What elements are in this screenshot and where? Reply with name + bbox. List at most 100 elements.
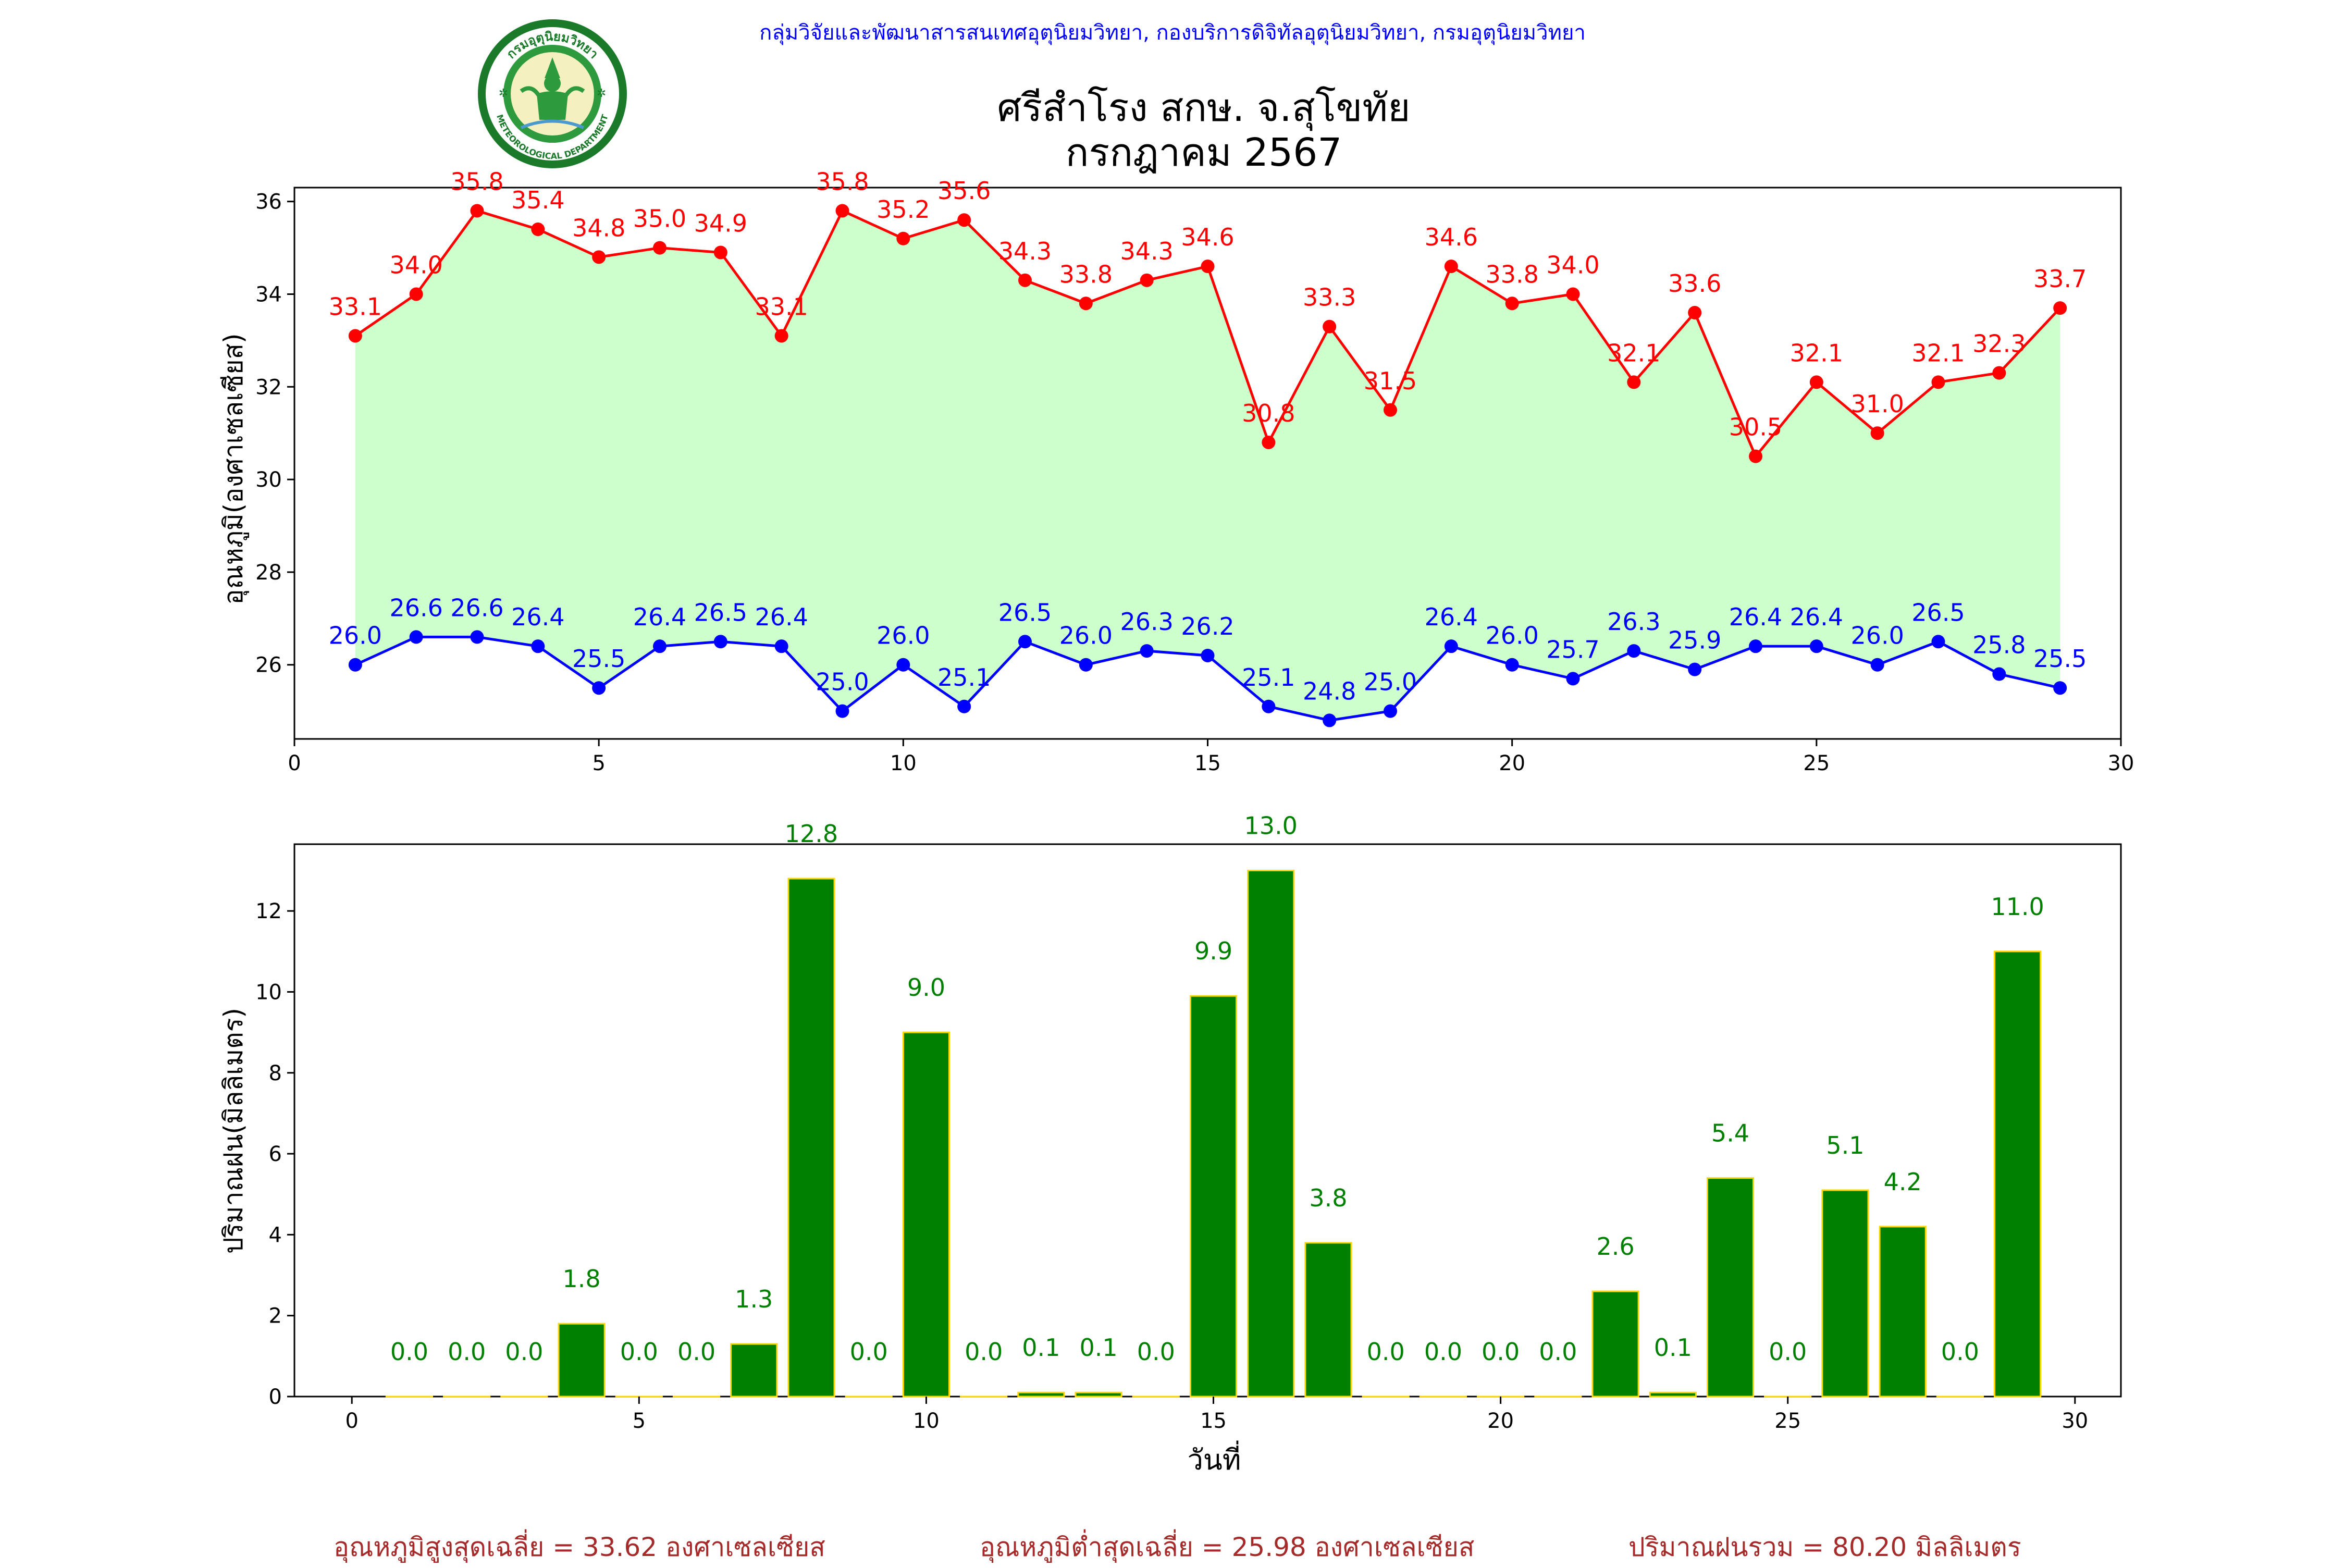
rainfall-label: 0.0 — [850, 1338, 888, 1366]
max-temp-label: 32.3 — [1972, 330, 2026, 358]
rainfall-bar — [1017, 1391, 1065, 1398]
y-tick-label: 4 — [269, 1223, 282, 1247]
max-temp-label: 34.3 — [1120, 237, 1173, 265]
min-temp-label: 26.4 — [1790, 603, 1843, 631]
min-temp-label: 26.3 — [1120, 608, 1173, 636]
max-temp-point — [1018, 273, 1032, 287]
rainfall-bar — [1706, 1177, 1755, 1398]
y-tick-label: 28 — [255, 561, 282, 585]
max-temp-point — [1688, 306, 1702, 320]
min-temp-label: 26.6 — [389, 594, 442, 622]
rainfall-bar — [730, 1343, 778, 1398]
max-temp-label: 34.6 — [1425, 223, 1478, 251]
max-temp-point — [1809, 375, 1823, 389]
x-tick-label: 5 — [633, 1409, 646, 1433]
max-temp-label: 32.1 — [1607, 339, 1660, 367]
max-temp-label: 35.0 — [633, 205, 686, 233]
rainfall-bar — [1879, 1226, 1927, 1398]
x-tick-label: 0 — [288, 751, 301, 775]
rainfall-label: 0.0 — [1769, 1338, 1807, 1366]
rainfall-label: 1.3 — [735, 1285, 773, 1313]
max-temp-point — [409, 287, 423, 301]
min-temp-point — [1262, 699, 1276, 713]
max-temp-label: 31.0 — [1850, 390, 1904, 418]
footer-avg-max: อุณหภูมิสูงสุดเฉลี่ย = 33.62 องศาเซลเซีย… — [334, 1532, 825, 1562]
rainfall-label: 0.0 — [965, 1338, 1003, 1366]
x-tick-label: 15 — [1200, 1409, 1227, 1433]
max-temp-label: 33.1 — [329, 293, 382, 321]
min-temp-label: 26.0 — [1059, 622, 1113, 650]
rainfall-label: 9.0 — [907, 973, 945, 1002]
max-temp-point — [592, 250, 606, 264]
rainfall-label: 0.0 — [1424, 1338, 1462, 1366]
rainfall-label: 12.8 — [785, 820, 838, 848]
x-tick-label: 20 — [1487, 1409, 1514, 1433]
y-tick-label: 30 — [255, 468, 282, 492]
logo-star-right-icon: ✲ — [597, 87, 606, 100]
min-temp-point — [1384, 704, 1397, 718]
min-temp-label: 26.4 — [511, 603, 564, 631]
min-temp-point — [1140, 644, 1154, 658]
y-tick-label: 2 — [269, 1304, 282, 1328]
min-temp-point — [1444, 639, 1458, 653]
y-tick-label: 6 — [269, 1142, 282, 1166]
agency-line: กลุ่มวิจัยและพัฒนาสารสนเทศอุตุนิยมวิทยา,… — [759, 21, 1586, 45]
x-tick-label: 0 — [345, 1409, 358, 1433]
min-temp-label: 25.7 — [1546, 635, 1599, 663]
x-tick-label: 20 — [1499, 751, 1525, 775]
rainfall-label: 4.2 — [1884, 1168, 1922, 1196]
max-temp-label: 33.7 — [2033, 265, 2087, 293]
max-temp-label: 33.6 — [1668, 269, 1721, 298]
temperature-chart: 0 5 10 15 20 25 3026283032343633.134.035.835.4… — [255, 167, 2134, 775]
x-tick-label: 15 — [1194, 751, 1221, 775]
max-temp-point — [1140, 273, 1154, 287]
min-temp-point — [1018, 635, 1032, 649]
min-temp-label: 26.0 — [877, 622, 930, 650]
min-temp-point — [713, 635, 727, 649]
max-temp-point — [1566, 287, 1580, 301]
x-tick-label: 25 — [1803, 751, 1830, 775]
max-temp-label: 34.0 — [389, 251, 442, 279]
rainfall-bar — [1189, 995, 1238, 1398]
max-temp-label: 32.1 — [1911, 339, 1965, 367]
min-temp-label: 26.5 — [694, 598, 747, 626]
y-tick-label: 36 — [255, 190, 282, 214]
min-temp-label: 26.5 — [998, 598, 1052, 626]
min-temp-label: 25.5 — [572, 645, 625, 673]
max-temp-label: 30.8 — [1242, 399, 1295, 427]
min-temp-point — [1870, 658, 1884, 672]
min-temp-point — [1505, 658, 1519, 672]
y-tick-label: 34 — [255, 282, 282, 306]
min-temp-point — [1931, 635, 1945, 649]
x-tick-label: 5 — [592, 751, 605, 775]
chart-title-line2: กรกฎาคม 2567 — [1066, 130, 1342, 175]
min-temp-label: 25.0 — [1364, 668, 1417, 696]
meteorological-department-logo: กรมอุตุนิยมวิทยา METEOROLOGICAL DEPARTME… — [478, 19, 627, 168]
min-temp-point — [957, 699, 971, 713]
rainfall-bar — [558, 1323, 606, 1398]
max-temp-label: 35.4 — [511, 186, 564, 214]
rainfall-label: 0.1 — [1654, 1334, 1692, 1362]
rainfall-bar — [787, 878, 835, 1398]
min-temp-point — [2053, 681, 2067, 695]
rainfall-bar — [1075, 1391, 1122, 1398]
rainfall-label: 0.0 — [448, 1338, 486, 1366]
rainfall-bar — [902, 1031, 951, 1398]
max-temp-label: 33.8 — [1059, 260, 1113, 288]
temperature-range-fill — [355, 211, 2060, 721]
min-temp-point — [1627, 644, 1641, 658]
max-temp-label: 31.5 — [1364, 367, 1417, 395]
min-temp-label: 26.2 — [1181, 612, 1234, 640]
min-temp-point — [531, 639, 545, 653]
min-temp-label: 25.5 — [2033, 645, 2087, 673]
rainfall-label: 0.0 — [1941, 1338, 1979, 1366]
y-tick-label: 0 — [269, 1385, 282, 1409]
x-tick-label: 30 — [2062, 1409, 2088, 1433]
y-tick-label: 8 — [269, 1061, 282, 1085]
rainfall-label: 0.0 — [505, 1338, 543, 1366]
max-temp-point — [774, 329, 788, 343]
rainfall-label: 0.0 — [677, 1338, 715, 1366]
rainfall-bar — [1649, 1391, 1697, 1398]
max-temp-point — [1444, 260, 1458, 274]
